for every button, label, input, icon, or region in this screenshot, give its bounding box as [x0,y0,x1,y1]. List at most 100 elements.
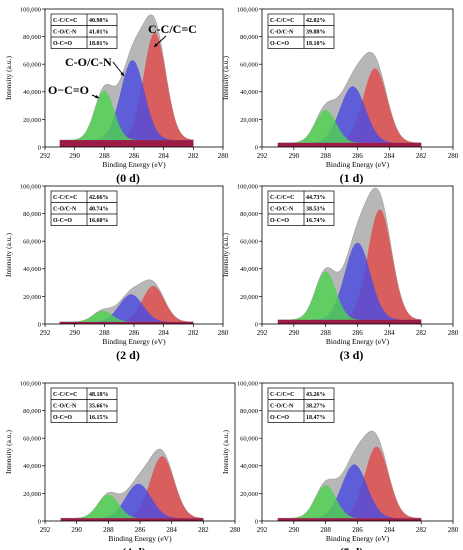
y-tick-label: 20,000 [23,117,41,124]
table-frame [50,387,118,423]
y-tick-label: 0 [38,144,41,151]
table-percentage: 18.47% [306,415,326,421]
fraction-table: C-C/C=C 48.18% C-O/C-N 35.66% O-C=O 16.15% [50,387,118,423]
table-percentage: 42.66% [89,195,109,201]
x-tick-label: 292 [257,152,268,160]
y-tick-label: 20,000 [23,294,41,301]
x-tick-label: 290 [69,152,80,160]
peak-cc [59,32,194,141]
fraction-table: C-C/C=C 42.66% C-O/C-N 40.74% O-C=O 16.60% [50,190,118,226]
table-frame [267,13,335,49]
y-tick-label: 60,000 [240,62,258,69]
plot-area [277,430,422,521]
x-axis-label: Binding Energy (eV) [102,337,166,346]
peak-oco [277,109,422,143]
peak-con [59,294,194,322]
table-species-label: O-C=O [270,415,289,421]
peak-oco [60,494,204,519]
x-tick-label: 288 [99,329,110,337]
panel-caption: (2 d) [116,348,140,362]
x-axis-label: Binding Energy (eV) [108,534,172,543]
y-tick-label: 100,000 [20,380,41,387]
x-tick-label: 282 [188,152,199,160]
y-tick-label: 60,000 [240,239,258,246]
panel-3: 292 290 288 286 284 282 280 0 20,000 40,000 60,000… [221,183,459,362]
x-tick-label: 280 [448,526,459,534]
x-tick-label: 284 [384,329,395,337]
y-tick-label: 100,000 [20,6,41,13]
table-species-label: O-C=O [270,218,289,224]
panel-caption: (1 d) [340,171,364,185]
fraction-table: C-C/C=C 42.02% C-O/C-N 39.88% O-C=O 18.10% [267,13,335,49]
y-tick-label: 0 [255,321,258,328]
table-percentage: 48.18% [89,392,109,398]
annotation-arrowhead [95,94,99,99]
y-tick-label: 80,000 [23,34,41,41]
fraction-table: C-C/C=C 43.26% C-O/C-N 38.27% O-C=O 18.47% [267,387,335,423]
table-species-label: C-O/C-N [53,207,77,213]
x-tick-label: 284 [158,152,169,160]
peak-con [59,60,194,141]
x-tick-label: 280 [218,152,229,160]
y-tick-label: 80,000 [23,408,41,415]
peak-annotation: C-O/C-N [65,55,112,69]
x-tick-label: 292 [257,329,268,337]
table-species-label: C-C/C=C [53,195,77,201]
plot-area [60,448,204,521]
y-tick-label: 40,000 [23,463,41,470]
baseline-band [60,518,204,521]
table-species-label: C-C/C=C [270,392,294,398]
table-frame [50,190,118,226]
x-tick-label: 290 [289,152,300,160]
baseline-band [277,319,422,324]
peak-cc [277,68,422,143]
table-species-label: C-O/C-N [270,207,294,213]
y-tick-label: 100,000 [237,183,258,190]
y-tick-label: 60,000 [23,436,41,443]
x-tick-label: 292 [40,152,51,160]
table-species-label: C-C/C=C [53,392,77,398]
annotation-arrowhead [120,72,124,76]
peak-cc [277,209,422,320]
peak-cc [277,446,422,519]
panel-caption: (0 d) [116,171,140,185]
panel-2: 292 290 288 286 284 282 280 0 20,000 40,000 60,000… [4,183,229,362]
plot-area [59,14,194,147]
y-tick-label: 20,000 [240,117,258,124]
x-tick-label: 284 [158,329,169,337]
fraction-table: C-C/C=C 44.73% C-O/C-N 38.53% O-C=O 16.74% [267,190,335,226]
peak-annotation: C-C/C=C [148,22,197,36]
peak-annotation: O−C=O [48,83,89,97]
x-tick-label: 280 [218,329,229,337]
panel-0: 292 290 288 286 284 282 280 0 20,000 40,000 60,000… [4,6,229,185]
x-tick-label: 286 [352,329,363,337]
peak-oco [59,90,194,141]
baseline-band [59,321,194,324]
table-species-label: C-C/C=C [53,18,77,24]
baseline-band [277,142,422,147]
table-species-label: O-C=O [53,41,72,47]
x-tick-label: 288 [103,526,114,534]
y-tick-label: 0 [38,518,41,525]
x-tick-label: 282 [416,152,427,160]
x-tick-label: 292 [40,329,51,337]
table-species-label: C-O/C-N [53,404,77,410]
x-axis-label: Binding Energy (eV) [102,160,166,169]
table-percentage: 43.26% [306,392,326,398]
plot-area [59,279,194,324]
y-axis-label: Intensity (a.u.) [221,430,230,474]
plot-area [277,51,422,147]
panel-caption: (5 d) [340,545,364,550]
y-tick-label: 0 [38,321,41,328]
table-species-label: C-C/C=C [270,195,294,201]
y-tick-label: 100,000 [237,6,258,13]
y-tick-label: 20,000 [240,294,258,301]
y-tick-label: 100,000 [237,380,258,387]
y-axis-label: Intensity (a.u.) [4,233,13,277]
x-tick-label: 282 [416,329,427,337]
x-tick-label: 280 [448,329,459,337]
y-tick-label: 80,000 [240,34,258,41]
y-tick-label: 80,000 [23,211,41,218]
table-percentage: 16.15% [89,415,109,421]
